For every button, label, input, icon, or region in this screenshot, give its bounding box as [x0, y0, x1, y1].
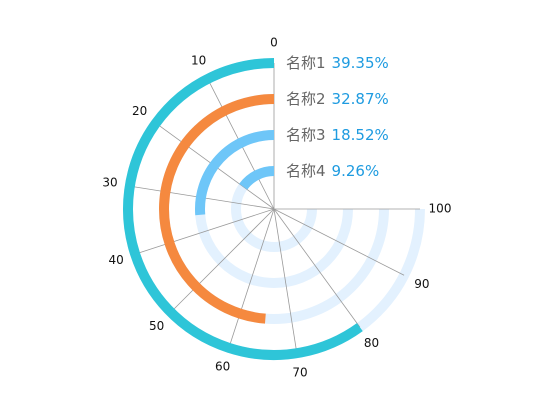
tick-label: 80: [364, 336, 379, 350]
bar-series-4: [239, 166, 275, 190]
series-label: 名称4 9.26%: [286, 162, 379, 180]
tick-label: 90: [414, 277, 429, 291]
tick-label: 60: [215, 359, 230, 373]
tick-label: 70: [292, 365, 307, 379]
series-percent: 9.26%: [332, 162, 380, 180]
grid-line: [228, 208, 275, 348]
bar-series-2: [159, 94, 275, 324]
series-percent: 18.52%: [332, 126, 389, 144]
bar-series-1: [123, 58, 363, 360]
series-label: 名称1 39.35%: [286, 54, 389, 72]
tick-label: 50: [149, 319, 164, 333]
tick-label: 0: [270, 36, 278, 50]
grid-line: [170, 208, 275, 313]
series-name: 名称4: [286, 162, 326, 180]
grid-line: [273, 208, 361, 328]
bar-series-3: [195, 130, 275, 216]
grid-line: [273, 208, 405, 276]
tick-label: 40: [108, 253, 123, 267]
series-name: 名称3: [286, 126, 326, 144]
tick-label: 100: [429, 202, 452, 216]
series-percent: 39.35%: [332, 54, 389, 72]
grid-line: [273, 208, 298, 354]
tick-label: 30: [102, 176, 117, 190]
tick-label: 10: [191, 54, 206, 68]
grid-line: [135, 208, 275, 255]
series-label: 名称2 32.87%: [286, 90, 389, 108]
series-name: 名称2: [286, 90, 326, 108]
tick-label: 20: [132, 104, 147, 118]
series-percent: 32.87%: [332, 90, 389, 108]
series-label: 名称3 18.52%: [286, 126, 389, 144]
series-name: 名称1: [286, 54, 326, 72]
